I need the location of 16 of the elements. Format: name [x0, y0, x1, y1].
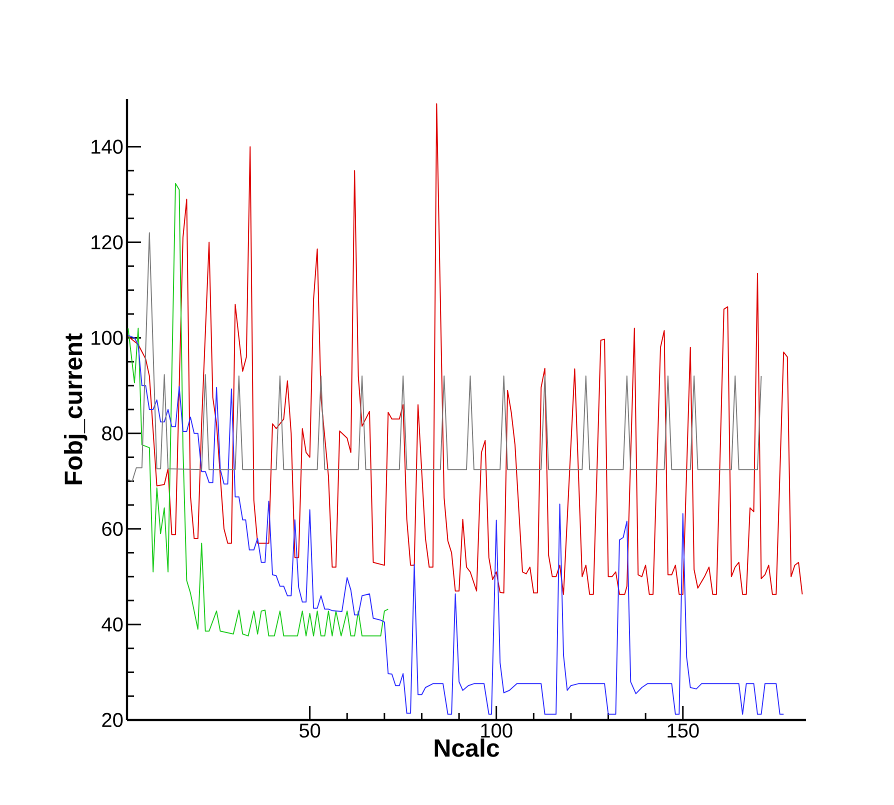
x-tick-label: 150: [668, 724, 699, 738]
y-tick-label: 60: [102, 522, 123, 536]
y-tick-label: 100: [92, 330, 123, 345]
y-tick-label: 20: [102, 712, 123, 728]
line-series: [128, 232, 762, 482]
x-tick-label: 50: [299, 724, 320, 738]
line-series: [128, 103, 803, 595]
y-tick-label: 140: [92, 140, 123, 154]
y-tick-label: 120: [92, 235, 123, 250]
line-series: [128, 183, 389, 636]
y-tick-label: 40: [102, 617, 123, 632]
line-series: [128, 334, 784, 715]
x-tick-label: 100: [481, 724, 512, 738]
y-axis-title: Fobj_current: [64, 333, 88, 484]
y-tick-label: 80: [102, 426, 123, 440]
x-axis-title: Ncalc: [434, 738, 500, 757]
